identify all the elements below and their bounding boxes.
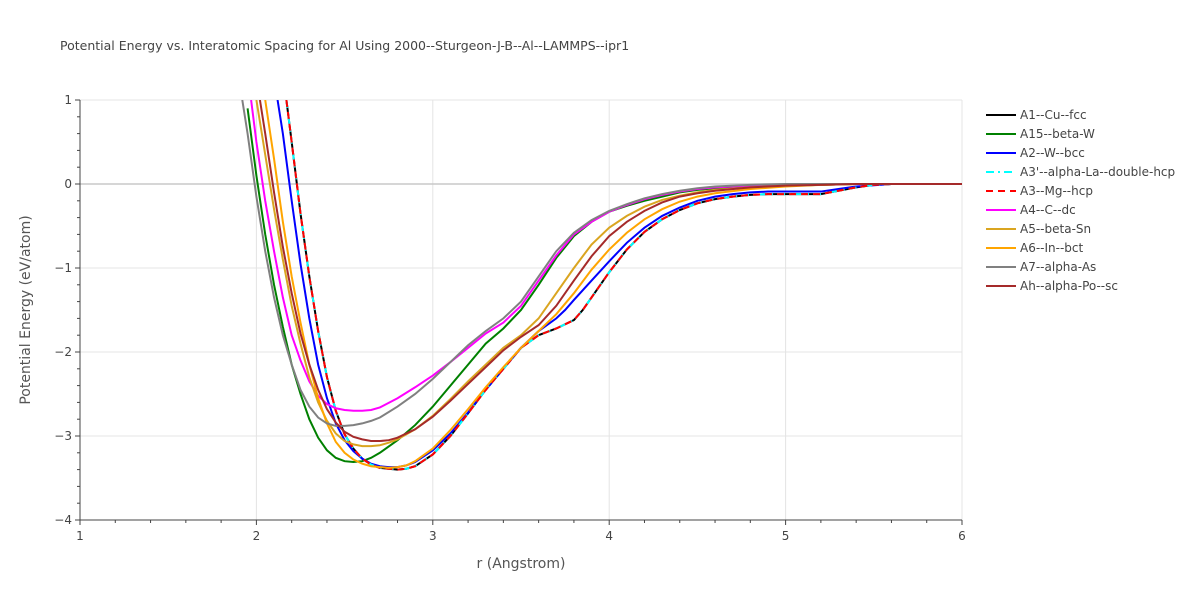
legend-label[interactable]: Ah--alpha-Po--sc [1020, 279, 1118, 293]
legend-label[interactable]: A1--Cu--fcc [1020, 108, 1087, 122]
x-axis-title: r (Angstrom) [477, 556, 566, 572]
x-tick-label: 3 [429, 529, 437, 543]
series-lines [241, 100, 962, 471]
y-tick-label: −1 [54, 261, 72, 275]
legend-label[interactable]: A4--C--dc [1020, 203, 1076, 217]
legend-label[interactable]: A3'--alpha-La--double-hcp [1020, 165, 1175, 179]
y-tick-label: −3 [54, 429, 72, 443]
legend-label[interactable]: A6--In--bct [1020, 241, 1084, 255]
x-tick-label: 6 [958, 529, 966, 543]
series-line-7 [264, 100, 962, 469]
y-tick-label: −2 [54, 345, 72, 359]
legend: A1--Cu--fcc A15--beta-W A2--W--bcc A3'--alp… [986, 108, 1175, 293]
x-tick-label: 1 [76, 529, 84, 543]
chart-title: Potential Energy vs. Interatomic Spacing… [60, 38, 629, 53]
axes: 1 2 3 4 5 6 1 0 −1 −2 −3 −4 [54, 93, 966, 543]
x-tick-label: 4 [605, 529, 613, 543]
legend-label[interactable]: A15--beta-W [1020, 127, 1095, 141]
x-tick-label: 2 [253, 529, 261, 543]
legend-label[interactable]: A5--beta-Sn [1020, 222, 1091, 236]
y-axis-title: Potential Energy (eV/atom) [18, 215, 34, 404]
series-line-8 [241, 100, 962, 427]
y-tick-label: −4 [54, 513, 72, 527]
legend-label[interactable]: A7--alpha-As [1020, 260, 1096, 274]
y-tick-label: 1 [64, 93, 72, 107]
y-tick-label: 0 [64, 177, 72, 191]
series-line-9 [258, 100, 962, 443]
legend-label[interactable]: A3--Mg--hcp [1020, 184, 1093, 198]
grid-lines [80, 99, 963, 520]
legend-label[interactable]: A2--W--bcc [1020, 146, 1085, 160]
x-tick-label: 5 [782, 529, 790, 543]
